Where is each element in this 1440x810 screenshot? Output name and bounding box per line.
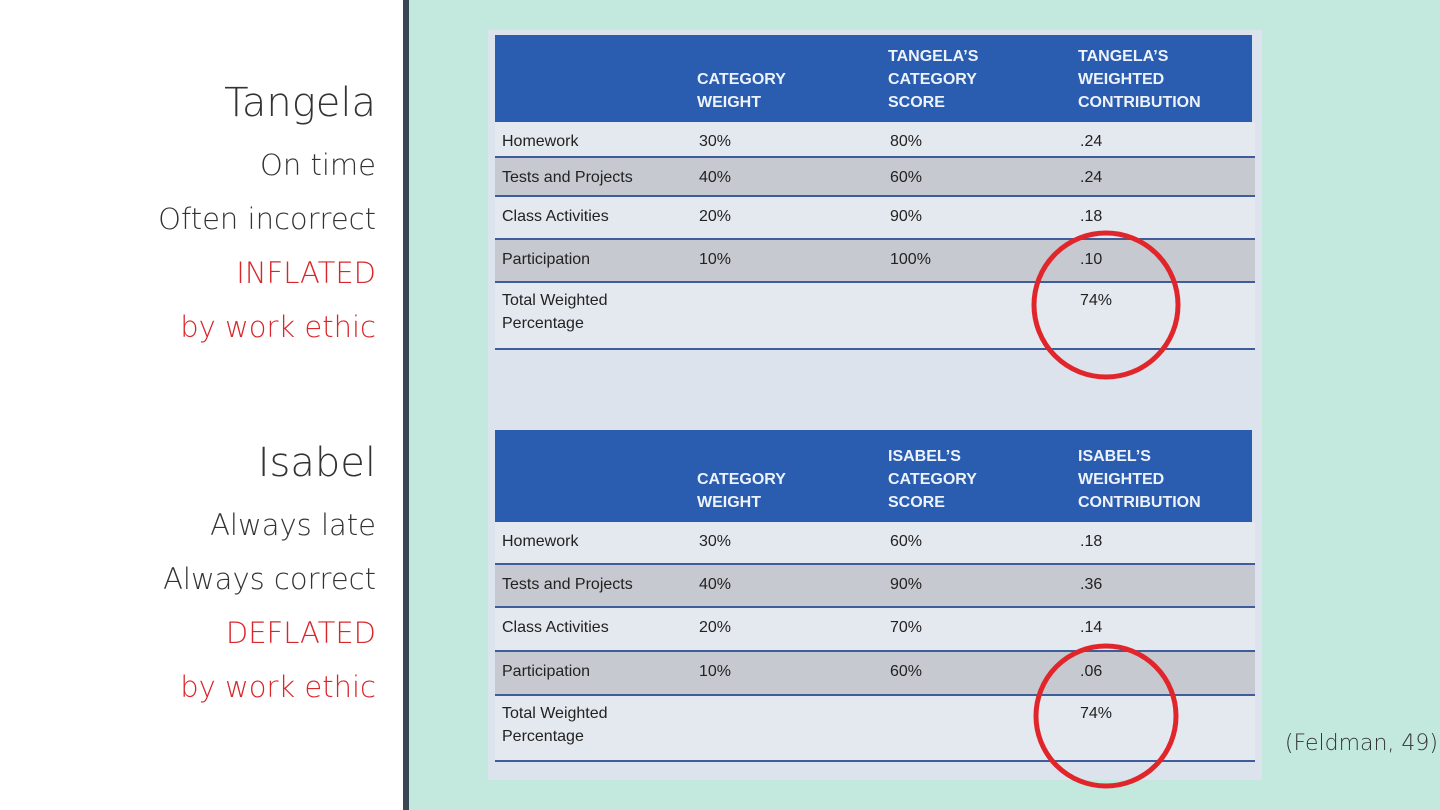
- red-circle: [1031, 230, 1181, 380]
- red-circle: [1033, 643, 1179, 789]
- table-row: Tests and Projects 40% 60% .24: [495, 158, 1255, 197]
- table-cell: Tests and Projects: [502, 576, 633, 593]
- table-cell: Participation: [502, 663, 591, 680]
- table-cell: Class Activities: [502, 619, 609, 636]
- student-trait: Always late: [210, 508, 376, 542]
- table-row: Homework 30% 60% .18: [495, 522, 1255, 565]
- table-cell: .14: [1080, 619, 1103, 636]
- table-cell: .06: [1080, 663, 1103, 680]
- table-cell: .24: [1080, 169, 1103, 186]
- header-cell: CATEGORY WEIGHT: [697, 71, 786, 111]
- table-row: Participation 10% 100% .10: [495, 240, 1255, 283]
- table-cell: 60%: [890, 533, 923, 550]
- student-trait: Always correct: [163, 562, 376, 596]
- table-row: Total Weighted Percentage 74%: [495, 696, 1255, 762]
- student-reason: by work ethic: [180, 310, 376, 344]
- table-row: Homework 30% 80% .24: [495, 122, 1255, 158]
- table-cell: Participation: [502, 251, 591, 268]
- table-cell: 10%: [699, 251, 732, 268]
- table-cell: Tests and Projects: [502, 169, 633, 186]
- table-cell: 10%: [699, 663, 732, 680]
- table-cell: 60%: [890, 663, 923, 680]
- header-cell: ISABEL’S WEIGHTED CONTRIBUTION: [1078, 448, 1201, 511]
- table-row: Class Activities 20% 90% .18: [495, 197, 1255, 240]
- table-row: Total Weighted Percentage 74%: [495, 283, 1255, 350]
- table-cell: Total Weighted Percentage: [502, 705, 608, 745]
- student-name: Isabel: [257, 440, 376, 486]
- table-cell: 74%: [1080, 292, 1113, 309]
- table-header: CATEGORY WEIGHT ISABEL’S CATEGORY SCORE IS…: [495, 430, 1252, 522]
- table-cell: 100%: [890, 251, 931, 268]
- table-cell: 60%: [890, 169, 923, 186]
- header-cell: TANGELA’S CATEGORY SCORE: [888, 48, 979, 111]
- table-cell: 80%: [890, 133, 923, 150]
- table-row: Class Activities 20% 70% .14: [495, 608, 1255, 652]
- table-row: Participation 10% 60% .06: [495, 652, 1255, 696]
- table-cell: 30%: [699, 133, 732, 150]
- table-cell: 40%: [699, 576, 732, 593]
- table-cell: 90%: [890, 208, 923, 225]
- table-cell: 30%: [699, 533, 732, 550]
- table-cell: .18: [1080, 208, 1103, 225]
- table-cell: 20%: [699, 619, 732, 636]
- header-cell: CATEGORY WEIGHT: [697, 471, 786, 511]
- table-cell: .36: [1080, 576, 1103, 593]
- header-cell: ISABEL’S CATEGORY SCORE: [888, 448, 977, 511]
- table-cell: 90%: [890, 576, 923, 593]
- table-cell: .10: [1080, 251, 1103, 268]
- table-cell: Class Activities: [502, 208, 609, 225]
- table-cell: Homework: [502, 133, 579, 150]
- table-cell: .24: [1080, 133, 1103, 150]
- table-cell: 40%: [699, 169, 732, 186]
- table-cell: .18: [1080, 533, 1103, 550]
- citation: (Feldman, 49): [1284, 731, 1438, 756]
- student-trait: On time: [260, 148, 376, 182]
- table-cell: 20%: [699, 208, 732, 225]
- divider: [403, 0, 409, 810]
- table-row: Tests and Projects 40% 90% .36: [495, 565, 1255, 608]
- student-reason: by work ethic: [180, 670, 376, 704]
- table-cell: Homework: [502, 533, 579, 550]
- student-trait: Often incorrect: [158, 202, 376, 236]
- student-verdict: DEFLATED: [225, 616, 376, 650]
- left-panel: [0, 0, 403, 810]
- table-photo: CATEGORY WEIGHT TANGELA’S CATEGORY SCORE T…: [488, 30, 1262, 780]
- table-cell: Total Weighted Percentage: [502, 292, 608, 332]
- table-cell: 74%: [1080, 705, 1113, 722]
- table-header: CATEGORY WEIGHT TANGELA’S CATEGORY SCORE T…: [495, 35, 1252, 122]
- header-cell: TANGELA’S WEIGHTED CONTRIBUTION: [1078, 48, 1201, 111]
- student-name: Tangela: [224, 80, 376, 126]
- student-verdict: INFLATED: [236, 256, 376, 290]
- table-cell: 70%: [890, 619, 923, 636]
